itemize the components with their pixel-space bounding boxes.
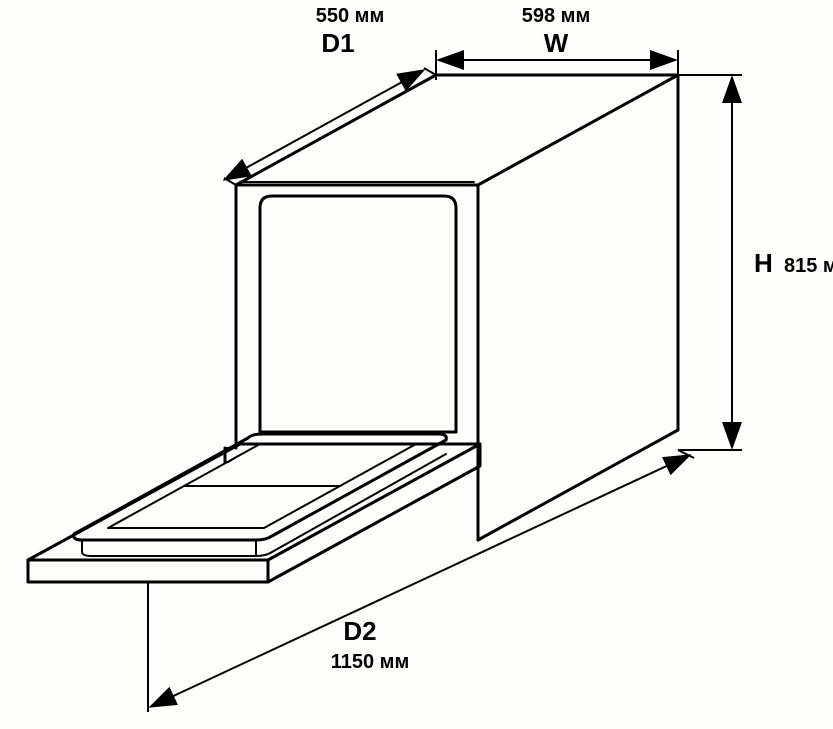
appliance-body	[225, 75, 678, 540]
d2-value: 1150 мм	[331, 651, 410, 673]
dimension-h	[678, 75, 742, 450]
w-value: 598 мм	[522, 5, 591, 27]
d1-value: 550 мм	[316, 5, 385, 27]
h-label: H	[754, 248, 773, 278]
h-value: 815 мм	[784, 255, 833, 277]
w-label: W	[544, 28, 569, 58]
open-door	[28, 434, 480, 582]
d1-label: D1	[321, 28, 354, 58]
d2-label: D2	[343, 616, 376, 646]
dimension-d1	[224, 50, 436, 185]
dimension-diagram: D1 550 мм W 598 мм H 815 мм D2 1150 мм	[0, 0, 833, 729]
